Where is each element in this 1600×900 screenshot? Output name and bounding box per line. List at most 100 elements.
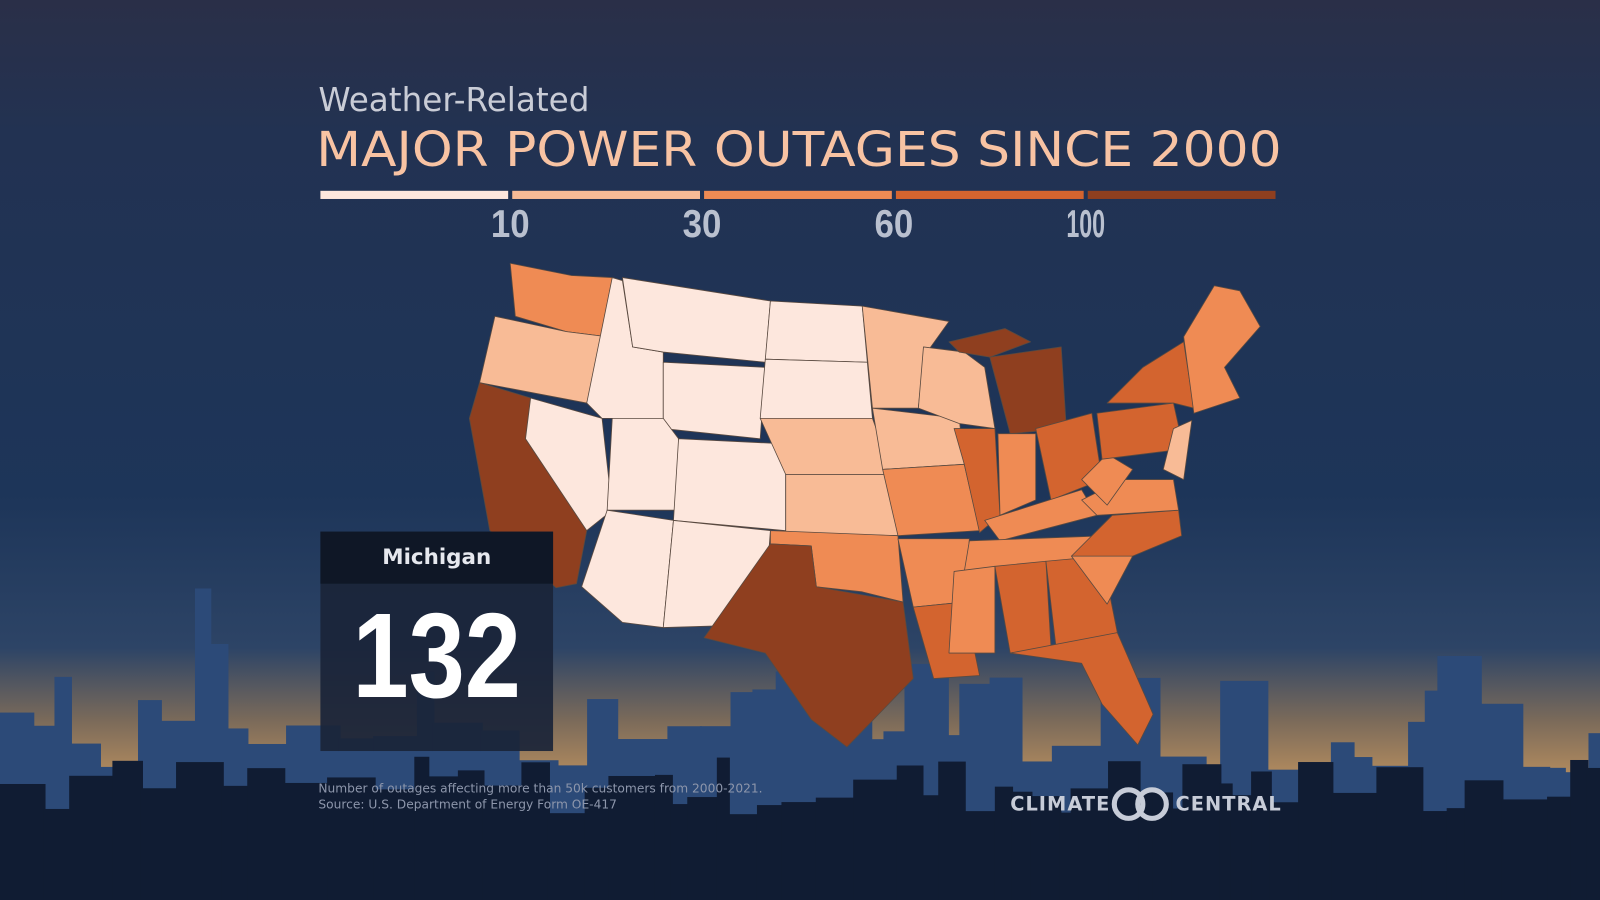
building bbox=[1251, 771, 1272, 900]
building bbox=[687, 797, 719, 900]
building bbox=[584, 787, 611, 900]
footnote: Source: U.S. Department of Energy Form O… bbox=[318, 798, 617, 812]
building bbox=[521, 762, 550, 900]
building bbox=[896, 765, 924, 900]
state bbox=[759, 358, 873, 419]
legend-swatch bbox=[320, 190, 509, 199]
building bbox=[547, 813, 587, 900]
state bbox=[1081, 453, 1134, 506]
legend-swatch bbox=[1087, 190, 1276, 199]
building bbox=[1269, 802, 1301, 900]
building bbox=[1446, 808, 1467, 900]
building bbox=[1331, 792, 1379, 900]
building bbox=[963, 811, 997, 900]
building bbox=[670, 804, 690, 900]
callout: Michigan 132 bbox=[320, 531, 554, 752]
state bbox=[948, 565, 996, 654]
building bbox=[1570, 759, 1589, 900]
building bbox=[1070, 788, 1111, 900]
legend-label: 30 bbox=[683, 203, 722, 246]
building bbox=[1011, 791, 1033, 900]
building bbox=[1298, 762, 1334, 900]
building bbox=[1547, 796, 1573, 900]
building bbox=[727, 814, 759, 900]
building bbox=[69, 775, 115, 900]
building bbox=[1586, 767, 1600, 900]
building bbox=[1030, 796, 1062, 900]
title: MAJOR POWER OUTAGES SINCE 2000 bbox=[316, 122, 1281, 178]
state bbox=[662, 361, 766, 440]
state bbox=[997, 433, 1037, 516]
state bbox=[525, 397, 613, 532]
building bbox=[327, 777, 376, 900]
building bbox=[815, 797, 856, 900]
building bbox=[608, 775, 658, 900]
building bbox=[1219, 783, 1233, 900]
state bbox=[622, 277, 771, 363]
legend-swatch bbox=[704, 190, 892, 199]
building bbox=[781, 802, 818, 900]
building bbox=[482, 785, 524, 900]
building bbox=[716, 757, 730, 900]
building bbox=[457, 770, 485, 900]
state bbox=[581, 509, 674, 628]
state bbox=[606, 417, 679, 511]
state bbox=[1183, 285, 1261, 414]
callout-header bbox=[320, 531, 554, 584]
footnote: Number of outages affecting more than 50… bbox=[318, 781, 762, 795]
building bbox=[938, 761, 966, 900]
state bbox=[703, 543, 914, 748]
building bbox=[1230, 795, 1254, 900]
building bbox=[1182, 764, 1222, 900]
legend-label: 100 bbox=[1066, 203, 1105, 246]
building bbox=[1464, 780, 1504, 900]
state bbox=[673, 438, 787, 532]
legend-swatch bbox=[895, 190, 1084, 199]
logo: CLIMATE CENTRAL bbox=[1010, 787, 1282, 821]
state bbox=[1009, 632, 1154, 746]
building bbox=[1376, 767, 1424, 900]
legend-label: 60 bbox=[874, 203, 913, 246]
map bbox=[468, 262, 1261, 748]
building bbox=[1501, 799, 1550, 900]
building bbox=[921, 795, 941, 900]
building bbox=[414, 756, 430, 900]
state bbox=[1071, 509, 1183, 557]
legend-label: 10 bbox=[491, 203, 530, 246]
building bbox=[1152, 792, 1174, 900]
building bbox=[373, 789, 417, 900]
building bbox=[1059, 812, 1073, 900]
state bbox=[764, 300, 868, 363]
state bbox=[785, 474, 899, 537]
state bbox=[948, 328, 1032, 358]
skyline-front bbox=[0, 756, 1600, 900]
building bbox=[1421, 811, 1449, 900]
callout-value: 132 bbox=[353, 588, 521, 723]
building bbox=[853, 779, 899, 900]
building bbox=[112, 760, 143, 900]
logo-icon bbox=[1135, 787, 1169, 821]
state bbox=[882, 463, 980, 537]
building bbox=[1108, 761, 1141, 900]
logo-text: CENTRAL bbox=[1176, 793, 1282, 816]
callout-state: Michigan bbox=[382, 545, 491, 570]
building bbox=[283, 782, 330, 900]
building bbox=[221, 785, 250, 900]
building bbox=[176, 762, 224, 900]
legend-swatch bbox=[512, 190, 700, 199]
state bbox=[1162, 420, 1193, 481]
building bbox=[0, 783, 46, 900]
building bbox=[43, 808, 72, 900]
building bbox=[427, 776, 460, 900]
legend: 10 30 60 100 bbox=[320, 190, 1276, 246]
building bbox=[994, 786, 1014, 900]
building bbox=[1171, 808, 1185, 900]
building bbox=[140, 788, 179, 900]
subtitle: Weather-Related bbox=[318, 81, 589, 119]
building bbox=[654, 774, 673, 900]
logo-icon bbox=[1111, 787, 1146, 821]
logo-text: CLIMATE bbox=[1010, 793, 1110, 816]
building bbox=[756, 805, 784, 900]
building bbox=[247, 768, 286, 900]
